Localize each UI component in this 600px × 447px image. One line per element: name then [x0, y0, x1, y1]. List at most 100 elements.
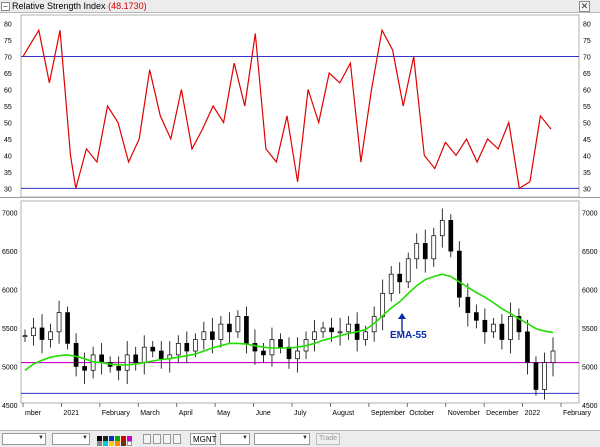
color-swatch-cyan[interactable] — [103, 441, 108, 446]
rsi-y-tick-left: 60 — [4, 88, 12, 95]
price-y-tick-left: 5500 — [2, 326, 18, 333]
rsi-y-tick-left: 70 — [4, 55, 12, 62]
candle-body — [210, 331, 215, 340]
color-palette[interactable] — [97, 433, 137, 446]
candle-body — [133, 354, 139, 363]
window-size-dropdown[interactable] — [2, 433, 46, 445]
color-swatch-orange[interactable] — [115, 441, 120, 446]
price-y-tick-right: 6000 — [582, 288, 598, 295]
price-y-tick-right: 7000 — [582, 211, 598, 218]
candle-body — [31, 327, 36, 337]
candle-body — [201, 331, 207, 340]
candle-body — [439, 220, 445, 237]
rsi-panel-titlebar: – Relative Strength Index (48.1730) ✕ — [0, 0, 600, 13]
symbol-field[interactable]: MGNT — [190, 433, 217, 445]
zoom-out-icon[interactable] — [173, 434, 181, 444]
candle-body — [346, 323, 351, 333]
trade-button[interactable]: Trade — [316, 433, 340, 445]
period-dropdown[interactable] — [254, 433, 310, 445]
rsi-y-tick-right: 45 — [583, 137, 591, 144]
panel-menu-icon[interactable]: – — [1, 2, 10, 11]
candle-body — [227, 323, 232, 333]
color-swatch-blue[interactable] — [109, 436, 114, 441]
candle-body — [65, 312, 70, 344]
candle-body — [99, 354, 104, 363]
x-axis-label: April — [179, 410, 193, 417]
color-swatch-white[interactable] — [127, 441, 132, 446]
candle-body — [39, 327, 45, 340]
close-icon[interactable]: ✕ — [579, 1, 590, 12]
candle-body — [295, 350, 300, 360]
price-chart: 4500 4500 5000 5000 5500 5500 6000 6000 6500 6500… — [2, 200, 598, 417]
candle-body — [56, 312, 62, 333]
candle-body — [22, 335, 28, 338]
color-swatch-black[interactable] — [97, 436, 102, 441]
candle-body — [158, 350, 164, 360]
rsi-y-tick-left: 45 — [4, 137, 12, 144]
price-y-tick-left: 4500 — [2, 403, 18, 410]
x-axis-label: July — [294, 410, 307, 417]
x-axis-label: 2021 — [63, 410, 79, 417]
candle-body — [388, 273, 394, 294]
candle-body — [525, 331, 530, 363]
candle-body — [73, 343, 79, 367]
x-axis-label: December — [486, 410, 519, 417]
candle-body — [175, 343, 181, 356]
grid-toggle-icon[interactable] — [143, 434, 151, 444]
line-style-dropdown[interactable] — [52, 433, 90, 445]
candle-body — [286, 346, 292, 360]
rsi-panel-title: Relative Strength Index (48.1730) — [12, 1, 147, 11]
color-swatch-yellow[interactable] — [109, 441, 114, 446]
candle-body — [491, 323, 496, 333]
x-axis-label: October — [409, 410, 435, 417]
color-swatch-gray[interactable] — [97, 441, 102, 446]
price-y-tick-right: 4500 — [582, 403, 598, 410]
rsi-series-line — [22, 28, 552, 190]
color-swatch-red[interactable] — [121, 436, 126, 441]
rsi-panel: – Relative Strength Index (48.1730) ✕ 30… — [0, 0, 600, 198]
price-plot-border — [20, 200, 580, 404]
ema-annotation: EMA-55 — [390, 313, 427, 341]
candle-body — [337, 331, 343, 334]
color-swatch-magenta[interactable] — [127, 436, 132, 441]
candle-body — [320, 327, 326, 333]
x-axis-label: February — [563, 410, 592, 417]
color-swatch-brown[interactable] — [121, 441, 126, 446]
interval-dropdown[interactable] — [220, 433, 250, 445]
x-axis-label: March — [140, 410, 160, 417]
candle-body — [192, 339, 198, 352]
candle-body — [533, 362, 539, 390]
candle-body — [448, 220, 454, 252]
price-panel: 4500 4500 5000 5000 5500 5500 6000 6000 6500 6500… — [0, 199, 600, 430]
candle-body — [141, 346, 147, 363]
x-axis-label: May — [217, 410, 231, 417]
candle-body — [278, 339, 283, 348]
candle-body — [414, 243, 420, 260]
candle-body — [235, 316, 241, 333]
candle-body — [48, 331, 53, 340]
candle-body — [482, 319, 488, 333]
crosshair-icon[interactable] — [153, 434, 161, 444]
color-swatch-green[interactable] — [115, 436, 120, 441]
candle-body — [465, 296, 471, 313]
candle-body — [508, 316, 513, 340]
rsi-y-tick-left: 30 — [4, 186, 12, 193]
bottom-toolbar: MGNT Trade — [0, 430, 600, 447]
x-axis-label: September — [371, 410, 406, 417]
color-swatch-darkgray[interactable] — [103, 436, 108, 441]
x-axis-label: mber — [25, 410, 42, 417]
rsi-y-tick-right: 60 — [583, 88, 591, 95]
candle-body — [397, 273, 403, 283]
candle-body — [474, 312, 479, 321]
candle-body — [542, 362, 547, 390]
rsi-y-tick-left: 50 — [4, 120, 12, 127]
price-y-tick-right: 5000 — [582, 364, 598, 371]
candle-body — [150, 346, 156, 352]
zoom-in-icon[interactable] — [163, 434, 171, 444]
rsi-y-tick-right: 55 — [583, 104, 591, 111]
candle-body — [218, 323, 224, 340]
price-y-tick-left: 6000 — [2, 288, 18, 295]
rsi-y-tick-left: 80 — [4, 22, 12, 29]
candle-body — [363, 331, 368, 340]
rsi-current-value: (48.1730) — [108, 1, 147, 11]
